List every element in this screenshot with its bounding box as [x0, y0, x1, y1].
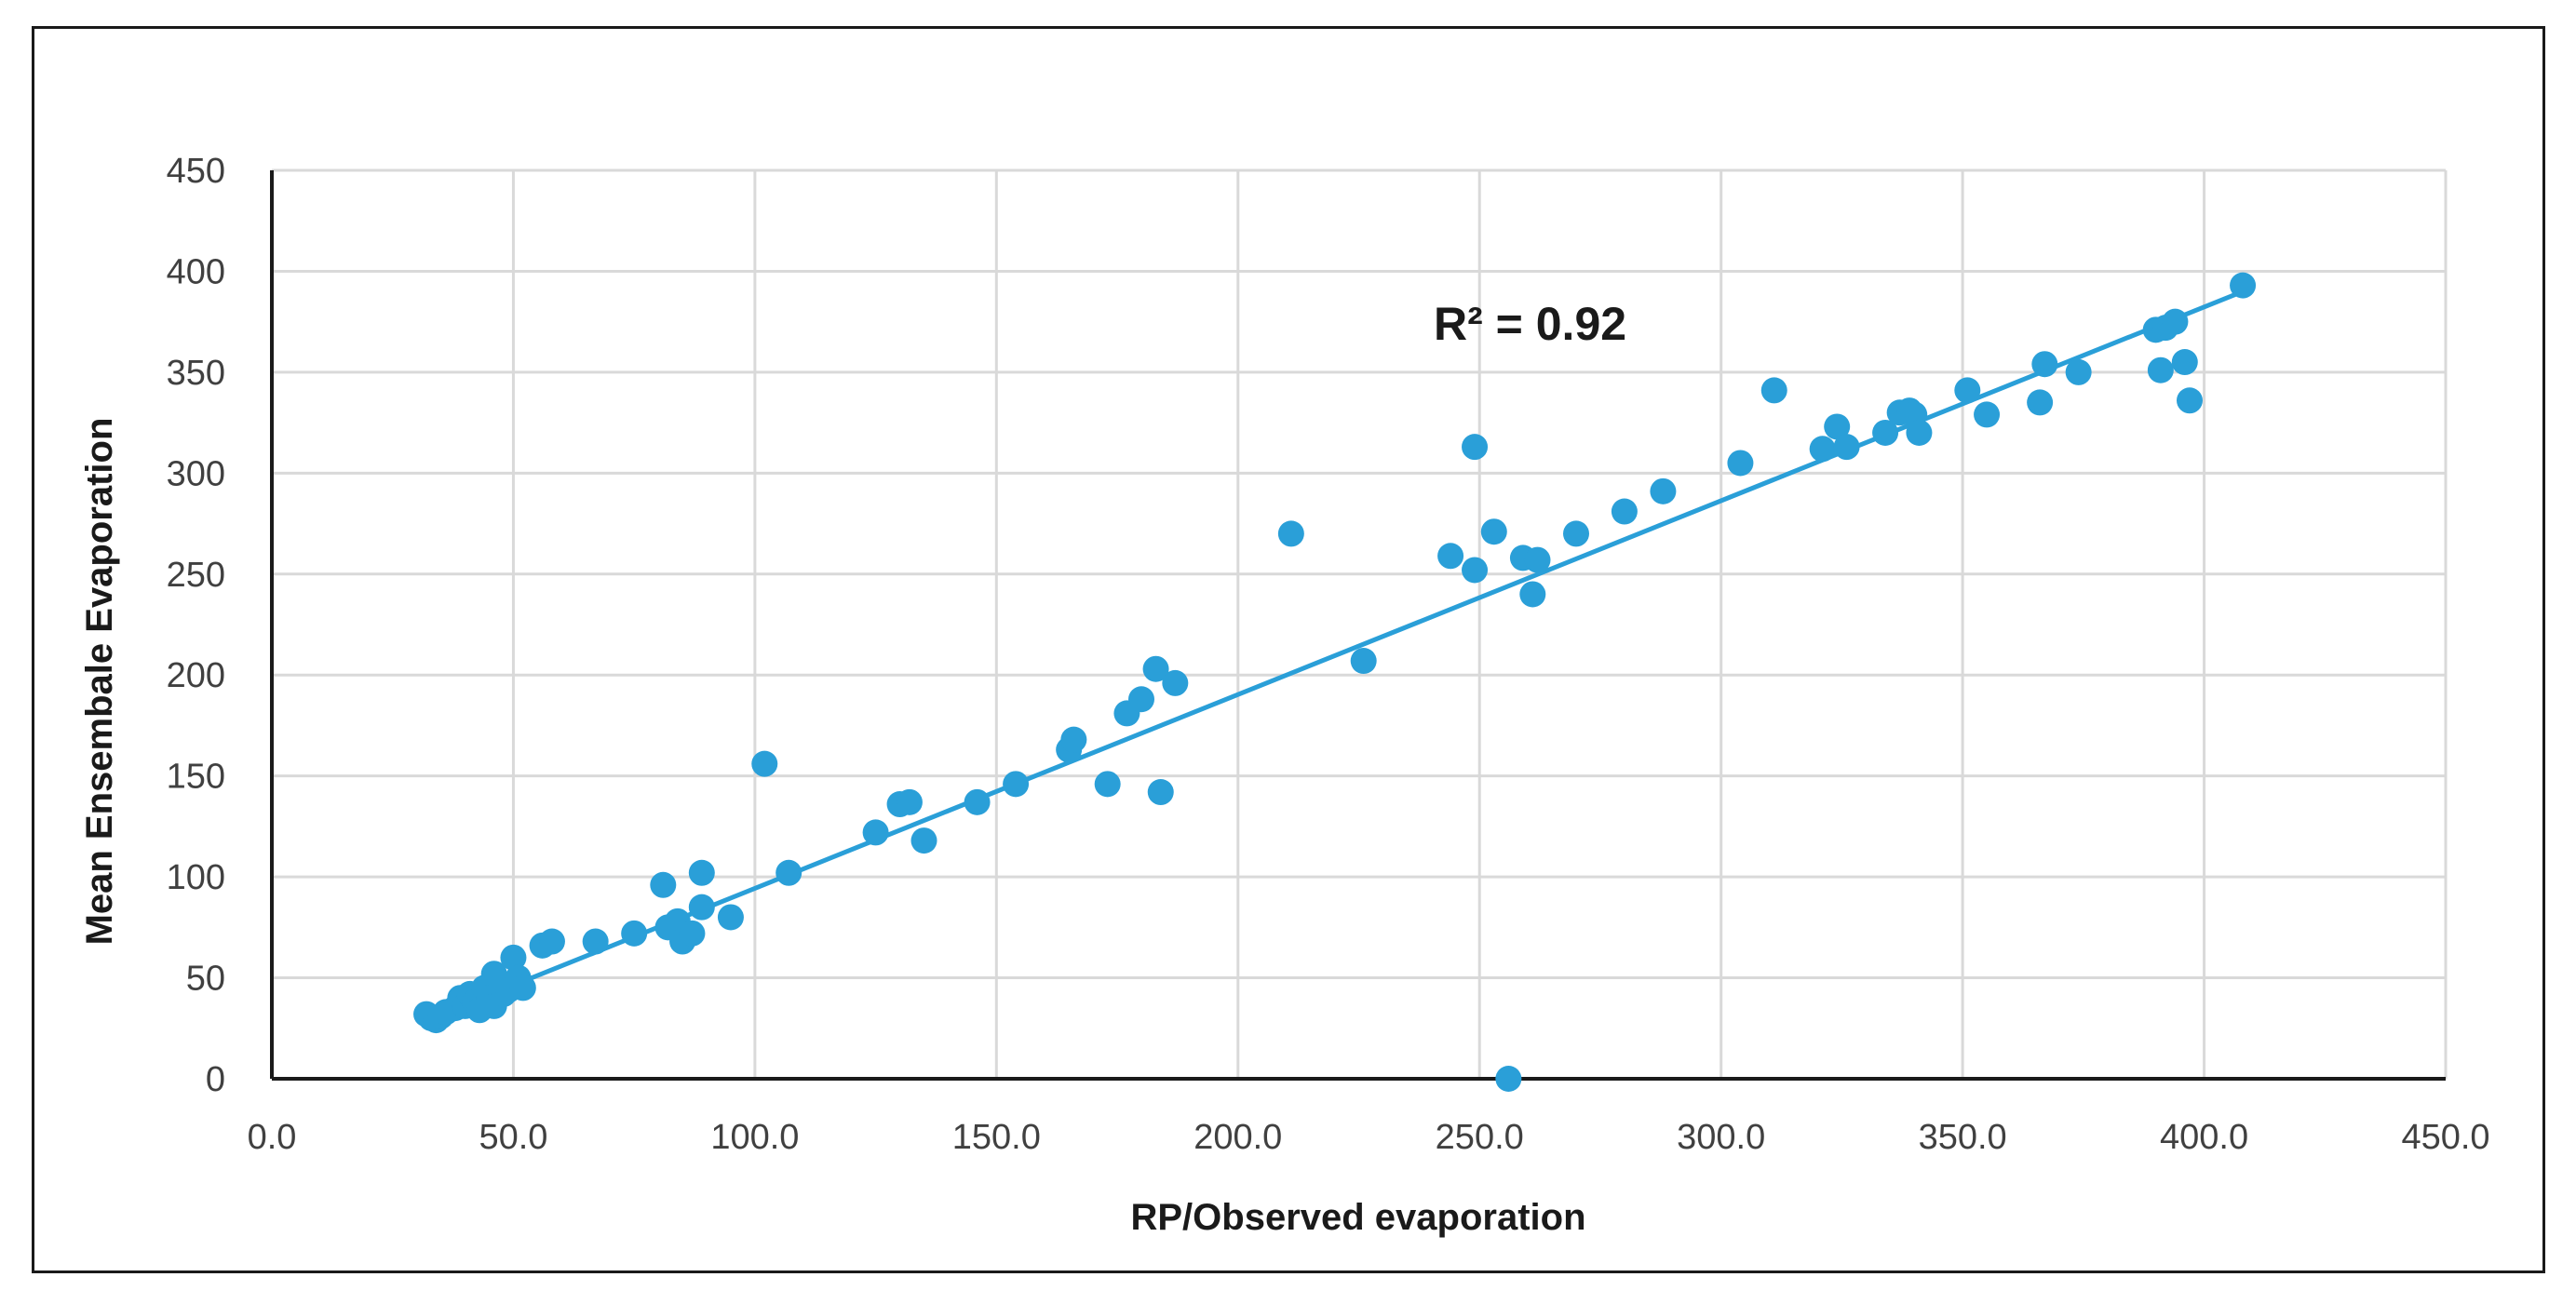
data-point — [1437, 543, 1464, 570]
data-point — [1650, 477, 1677, 504]
x-tick-label: 400.0 — [2160, 1118, 2248, 1157]
data-point — [910, 827, 937, 854]
data-point — [1003, 771, 1030, 798]
data-point — [1519, 581, 1546, 608]
data-point — [2176, 387, 2203, 414]
data-point — [1760, 377, 1787, 404]
data-point — [538, 928, 565, 955]
y-tick-label: 150 — [167, 758, 225, 797]
y-tick-label: 0 — [206, 1060, 225, 1099]
data-point — [775, 859, 802, 886]
x-tick-label: 50.0 — [479, 1118, 547, 1157]
data-point — [2031, 351, 2058, 378]
x-tick-label: 250.0 — [1436, 1118, 1524, 1157]
data-point — [1727, 450, 1754, 477]
x-tick-label: 150.0 — [952, 1118, 1041, 1157]
axes — [270, 170, 2446, 1081]
data-point — [509, 975, 536, 1002]
data-point — [1809, 436, 1836, 463]
y-tick-label: 450 — [167, 152, 225, 191]
data-point — [1524, 546, 1551, 573]
y-tick-label: 400 — [167, 252, 225, 291]
x-tick-label: 100.0 — [710, 1118, 799, 1157]
y-tick-label: 200 — [167, 656, 225, 695]
data-point — [2171, 349, 2198, 376]
gridlines — [272, 168, 2448, 1079]
data-point — [1954, 377, 1981, 404]
y-tick-label: 300 — [167, 454, 225, 493]
data-point — [688, 859, 715, 886]
y-tick-label: 350 — [167, 354, 225, 393]
data-point — [1147, 779, 1174, 806]
data-point — [1480, 518, 1507, 545]
y-tick-label: 250 — [167, 556, 225, 595]
data-point — [2162, 308, 2189, 335]
x-tick-label: 0.0 — [248, 1118, 297, 1157]
trendline — [430, 289, 2244, 1021]
x-tick-label: 200.0 — [1194, 1118, 1282, 1157]
data-point — [1277, 520, 1304, 547]
data-point — [1162, 669, 1189, 696]
data-point — [1974, 401, 2001, 428]
data-point — [1611, 498, 1638, 525]
data-point — [1350, 648, 1377, 675]
data-point — [1142, 655, 1169, 682]
data-point — [862, 819, 889, 846]
data-point — [1462, 557, 1489, 584]
data-point — [1906, 419, 1933, 446]
data-point — [500, 944, 527, 971]
data-point — [964, 788, 991, 815]
data-point — [582, 928, 609, 955]
data-point — [2230, 272, 2257, 299]
data-point — [1833, 434, 1860, 461]
data-point — [1094, 771, 1121, 798]
x-tick-label: 450.0 — [2401, 1118, 2489, 1157]
data-point — [679, 920, 706, 947]
y-tick-label: 100 — [167, 858, 225, 897]
data-point — [1824, 413, 1851, 440]
data-point — [1462, 434, 1489, 461]
data-point — [1128, 686, 1154, 713]
x-axis-title: RP/Observed evaporation — [1130, 1197, 1585, 1238]
data-point — [1060, 726, 1087, 753]
data-point — [2027, 389, 2054, 416]
data-point — [621, 920, 648, 947]
data-points — [413, 272, 2257, 1092]
data-point — [1872, 419, 1899, 446]
data-point — [650, 871, 677, 898]
data-point — [2065, 358, 2092, 385]
x-tick-label: 350.0 — [1919, 1118, 2007, 1157]
data-point — [2147, 356, 2174, 383]
r-squared-annotation: R² = 0.92 — [1434, 298, 1626, 350]
data-point — [1495, 1066, 1522, 1092]
tick-labels: 0.0 50.0 100.0 150.0 200.0 250.0 300.0 350.0 400… — [167, 152, 2490, 1157]
data-point — [1563, 520, 1589, 547]
trendline-group — [430, 289, 2244, 1021]
y-axis-title: Mean Ensembale Evaporation — [79, 418, 120, 946]
data-point — [688, 894, 715, 921]
data-point — [751, 750, 778, 777]
chart-frame — [32, 26, 2545, 1273]
x-tick-label: 300.0 — [1677, 1118, 1765, 1157]
data-point — [717, 904, 744, 931]
data-point — [896, 788, 923, 815]
y-tick-label: 50 — [186, 960, 225, 999]
